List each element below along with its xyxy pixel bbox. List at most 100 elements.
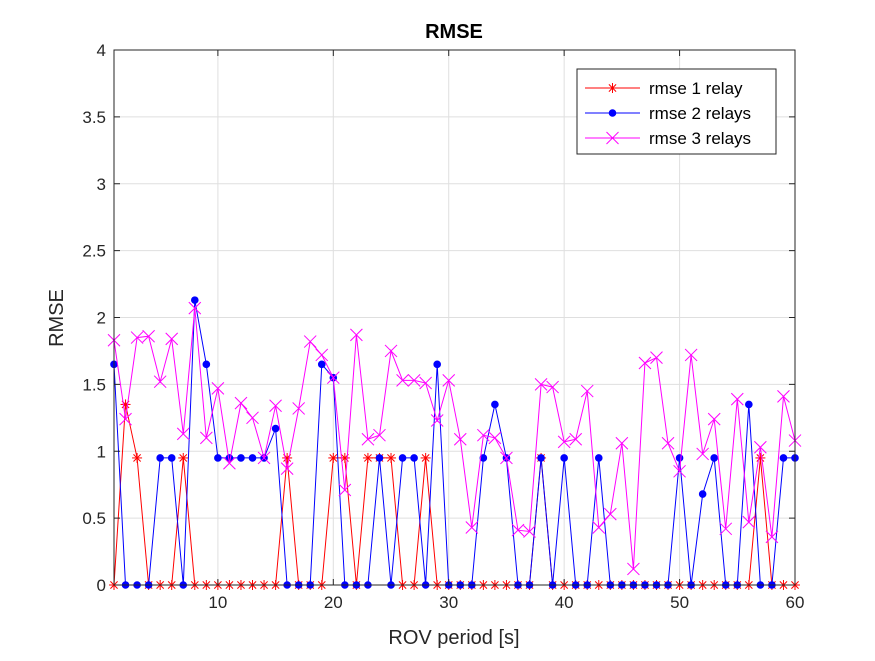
data-point-rmse-3-relays bbox=[707, 412, 721, 426]
data-point-rmse-3-relays-stroke-b bbox=[638, 356, 652, 370]
data-point-rmse-3-relays bbox=[477, 428, 490, 442]
data-point-rmse-2-relays bbox=[214, 454, 222, 462]
y-tick-label: 0 bbox=[97, 576, 106, 595]
data-point-rmse-3-relays-stroke-b bbox=[742, 515, 756, 529]
data-point-rmse-3-relays bbox=[442, 374, 456, 387]
data-point-rmse-3-relays bbox=[765, 530, 779, 544]
x-tick-label: 20 bbox=[324, 593, 343, 612]
legend-entries: rmse 1 relay rmse 2 relays rmse 3 relays bbox=[585, 79, 751, 148]
chart-title: RMSE bbox=[425, 21, 483, 43]
data-point-rmse-3-relays bbox=[627, 562, 640, 576]
data-point-rmse-3-relays-stroke-b bbox=[765, 530, 779, 544]
data-point-rmse-3-relays-stroke-b bbox=[361, 432, 375, 446]
data-point-rmse-2-relays bbox=[779, 454, 788, 462]
legend-label-rmse-1-relay: rmse 1 relay bbox=[649, 79, 743, 98]
data-point-rmse-3-relays-stroke-b bbox=[326, 371, 340, 385]
x-tick-label: 60 bbox=[786, 593, 805, 612]
data-point-rmse-2-relays bbox=[537, 454, 545, 462]
data-point-rmse-1-relay-stroke-d2 bbox=[179, 453, 188, 462]
data-point-rmse-1-relay bbox=[282, 452, 293, 463]
data-point-rmse-3-relays bbox=[384, 344, 398, 358]
data-point-rmse-3-relays-stroke-b bbox=[176, 427, 190, 441]
y-tick-label: 1 bbox=[97, 442, 106, 461]
data-point-rmse-3-relays-stroke-b bbox=[650, 351, 663, 364]
y-tick-label: 2.5 bbox=[82, 242, 106, 261]
data-point-rmse-3-relays bbox=[350, 328, 363, 342]
data-point-rmse-3-relays-stroke-b bbox=[246, 411, 259, 425]
data-point-rmse-3-relays-stroke-b bbox=[534, 378, 548, 391]
legend: rmse 1 relay rmse 2 relays rmse 3 relays bbox=[576, 68, 777, 155]
data-point-rmse-3-relays bbox=[754, 440, 767, 454]
data-point-rmse-3-relays bbox=[638, 356, 652, 370]
data-point-rmse-3-relays-stroke-b bbox=[777, 390, 790, 403]
y-tick-label: 3 bbox=[97, 175, 106, 194]
data-point-rmse-3-relays-stroke-b bbox=[661, 436, 675, 450]
data-point-rmse-2-relays bbox=[271, 424, 280, 433]
data-point-rmse-3-relays-stroke-b bbox=[580, 384, 594, 398]
data-point-rmse-3-relays-stroke-b bbox=[407, 374, 421, 387]
data-point-rmse-3-relays-stroke-b bbox=[384, 344, 398, 358]
data-point-rmse-3-relays-stroke-b bbox=[199, 431, 213, 445]
data-point-rmse-1-relay-stroke-d2 bbox=[363, 453, 372, 462]
series-rmse-3-relays bbox=[107, 301, 802, 576]
data-point-rmse-1-relay bbox=[755, 452, 766, 463]
data-point-rmse-2-relays bbox=[202, 360, 211, 369]
ticks: 10 20 30 40 50 60 0 0.5 1 1.5 2 2.5 3 3.5 4 bbox=[82, 41, 804, 612]
data-point-rmse-2-relays bbox=[167, 454, 176, 462]
data-point-rmse-3-relays bbox=[211, 382, 225, 395]
y-tick-label: 2 bbox=[97, 309, 106, 328]
data-point-rmse-3-relays-stroke-b bbox=[719, 522, 733, 536]
legend-label-rmse-2-relays: rmse 2 relays bbox=[649, 104, 751, 123]
data-point-rmse-3-relays-stroke-b bbox=[188, 301, 202, 315]
data-point-rmse-3-relays bbox=[592, 521, 606, 534]
legend-marker-rmse-1-relay-stroke-d2 bbox=[608, 84, 617, 92]
data-point-rmse-3-relays bbox=[223, 456, 236, 470]
data-point-rmse-3-relays-stroke-b bbox=[546, 380, 559, 394]
data-point-rmse-3-relays bbox=[315, 348, 329, 362]
data-point-rmse-3-relays-stroke-b bbox=[315, 348, 329, 362]
data-point-rmse-2-relays bbox=[433, 360, 441, 369]
data-point-rmse-3-relays-stroke-b bbox=[292, 402, 306, 415]
data-point-rmse-3-relays-stroke-b bbox=[603, 507, 617, 521]
data-point-rmse-1-relay-stroke-d2 bbox=[387, 453, 395, 462]
data-point-rmse-3-relays-stroke-b bbox=[477, 428, 490, 442]
data-point-rmse-3-relays-stroke-b bbox=[684, 348, 698, 362]
x-tick-label: 30 bbox=[439, 593, 458, 612]
data-point-rmse-3-relays-stroke-b bbox=[730, 392, 744, 406]
legend-marker-rmse-2-relays bbox=[608, 109, 617, 117]
data-point-rmse-2-relays bbox=[190, 296, 199, 304]
data-point-rmse-2-relays bbox=[237, 454, 245, 462]
data-point-rmse-3-relays bbox=[280, 462, 294, 475]
data-point-rmse-3-relays-stroke-b bbox=[465, 521, 479, 534]
data-point-rmse-3-relays-stroke-b bbox=[280, 462, 294, 475]
data-point-rmse-3-relays bbox=[153, 375, 167, 389]
data-point-rmse-3-relays-stroke-b bbox=[500, 451, 513, 465]
data-point-rmse-3-relays bbox=[546, 380, 559, 394]
data-point-rmse-3-relays-stroke-b bbox=[165, 332, 179, 346]
data-point-rmse-2-relays bbox=[698, 490, 707, 498]
data-point-rmse-3-relays-stroke-b bbox=[269, 399, 282, 413]
data-point-rmse-3-relays bbox=[188, 301, 202, 315]
data-point-rmse-3-relays bbox=[523, 525, 536, 538]
x-tick-label: 50 bbox=[670, 593, 689, 612]
data-point-rmse-3-relays bbox=[557, 435, 571, 449]
data-point-rmse-3-relays bbox=[130, 331, 144, 344]
data-point-rmse-3-relays-stroke-b bbox=[707, 412, 721, 426]
data-point-rmse-3-relays bbox=[246, 411, 259, 425]
data-point-rmse-3-relays bbox=[730, 392, 744, 406]
data-point-rmse-1-relay-stroke-d2 bbox=[133, 453, 142, 462]
data-point-rmse-1-relay bbox=[132, 452, 143, 463]
data-point-rmse-3-relays bbox=[303, 335, 317, 348]
data-point-rmse-1-relay-stroke-d2 bbox=[329, 453, 338, 462]
data-point-rmse-1-relay bbox=[386, 452, 397, 463]
data-point-rmse-3-relays-stroke-b bbox=[303, 335, 317, 348]
data-point-rmse-2-relays bbox=[156, 454, 164, 462]
data-point-rmse-3-relays-stroke-b bbox=[569, 432, 583, 446]
y-tick-label: 0.5 bbox=[82, 509, 106, 528]
data-point-rmse-3-relays-stroke-b bbox=[234, 396, 248, 410]
data-point-rmse-3-relays-stroke-b bbox=[453, 432, 467, 446]
data-point-rmse-3-relays-stroke-b bbox=[442, 374, 456, 387]
data-point-rmse-3-relays bbox=[673, 464, 686, 478]
data-point-rmse-2-relays bbox=[398, 454, 407, 462]
data-point-rmse-1-relay bbox=[120, 399, 131, 410]
